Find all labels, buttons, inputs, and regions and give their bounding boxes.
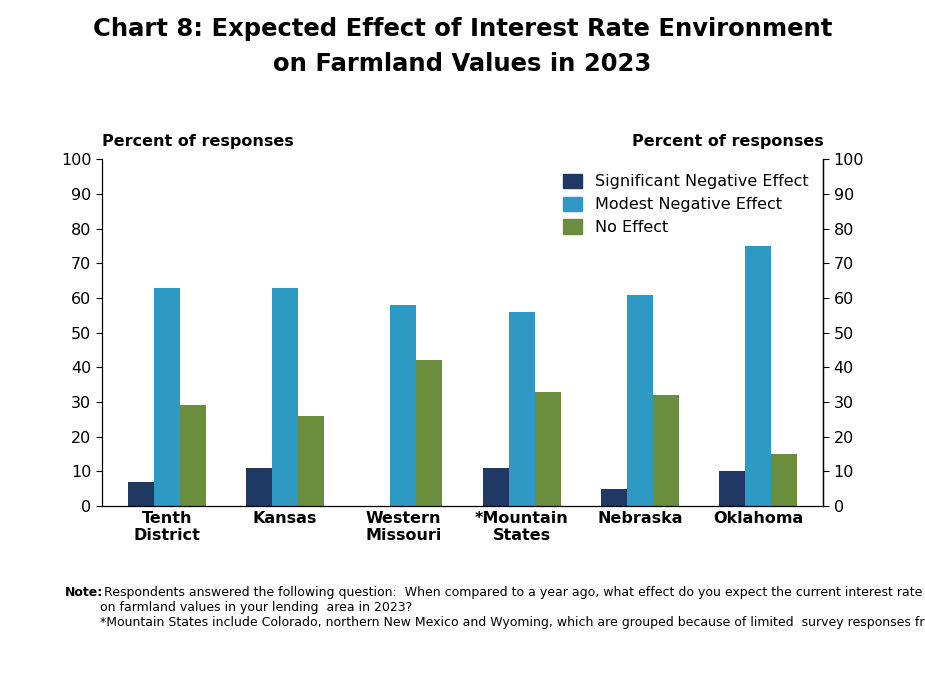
Bar [653,395,679,506]
Bar [154,288,179,506]
Text: Note:: Note: [65,586,103,599]
Text: Chart 8: Expected Effect of Interest Rate Environment: Chart 8: Expected Effect of Interest Rat… [92,17,832,42]
Bar [416,360,442,506]
Bar [246,468,272,506]
Text: on Farmland Values in 2023: on Farmland Values in 2023 [274,52,651,76]
Bar [601,489,627,506]
Bar [627,295,653,506]
Bar [128,482,154,506]
Bar [771,454,797,506]
Bar [535,392,561,506]
Legend: Significant Negative Effect, Modest Negative Effect, No Effect: Significant Negative Effect, Modest Nega… [557,168,815,241]
Bar [483,468,509,506]
Text: Percent of responses: Percent of responses [632,134,823,149]
Text: Percent of responses: Percent of responses [102,134,293,149]
Bar [179,405,206,506]
Bar [272,288,298,506]
Bar [390,305,416,506]
Text: Respondents answered the following question:  When compared to a year ago, what : Respondents answered the following quest… [100,586,925,629]
Bar [298,416,324,506]
Bar [719,471,746,506]
Bar [509,312,535,506]
Bar [746,246,771,506]
